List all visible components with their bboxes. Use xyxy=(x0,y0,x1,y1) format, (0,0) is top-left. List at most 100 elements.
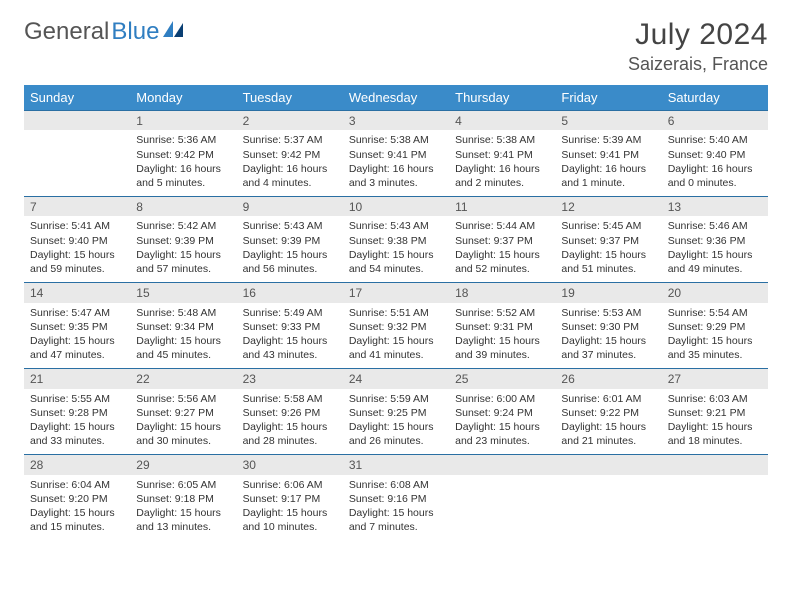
daylight-text-1: Daylight: 15 hours xyxy=(349,420,443,434)
sunset-text: Sunset: 9:28 PM xyxy=(30,406,124,420)
day-data-row: Sunrise: 5:55 AMSunset: 9:28 PMDaylight:… xyxy=(24,389,768,455)
sunset-text: Sunset: 9:42 PM xyxy=(243,148,337,162)
day-cell: Sunrise: 5:55 AMSunset: 9:28 PMDaylight:… xyxy=(24,389,130,455)
sunset-text: Sunset: 9:18 PM xyxy=(136,492,230,506)
daylight-text-1: Daylight: 15 hours xyxy=(243,506,337,520)
day-number xyxy=(24,111,130,131)
day-cell: Sunrise: 6:01 AMSunset: 9:22 PMDaylight:… xyxy=(555,389,661,455)
day-cell: Sunrise: 5:53 AMSunset: 9:30 PMDaylight:… xyxy=(555,303,661,369)
day-number: 6 xyxy=(662,111,768,131)
sunrise-text: Sunrise: 6:08 AM xyxy=(349,478,443,492)
day-cell: Sunrise: 5:56 AMSunset: 9:27 PMDaylight:… xyxy=(130,389,236,455)
sunrise-text: Sunrise: 5:51 AM xyxy=(349,306,443,320)
daylight-text-1: Daylight: 15 hours xyxy=(136,334,230,348)
sunset-text: Sunset: 9:33 PM xyxy=(243,320,337,334)
sunset-text: Sunset: 9:38 PM xyxy=(349,234,443,248)
daylight-text-1: Daylight: 15 hours xyxy=(243,248,337,262)
day-cell: Sunrise: 6:03 AMSunset: 9:21 PMDaylight:… xyxy=(662,389,768,455)
day-number: 1 xyxy=(130,111,236,131)
day-cell: Sunrise: 5:39 AMSunset: 9:41 PMDaylight:… xyxy=(555,130,661,196)
day-cell: Sunrise: 5:38 AMSunset: 9:41 PMDaylight:… xyxy=(343,130,449,196)
daylight-text-2: and 59 minutes. xyxy=(30,262,124,276)
day-number: 21 xyxy=(24,369,130,389)
daylight-text-2: and 3 minutes. xyxy=(349,176,443,190)
day-cell: Sunrise: 5:52 AMSunset: 9:31 PMDaylight:… xyxy=(449,303,555,369)
day-cell: Sunrise: 5:42 AMSunset: 9:39 PMDaylight:… xyxy=(130,216,236,282)
daylight-text-2: and 54 minutes. xyxy=(349,262,443,276)
day-number-row: 14151617181920 xyxy=(24,283,768,303)
sunrise-text: Sunrise: 5:38 AM xyxy=(455,133,549,147)
daylight-text-2: and 18 minutes. xyxy=(668,434,762,448)
day-number: 8 xyxy=(130,197,236,217)
weekday-header: Wednesday xyxy=(343,85,449,111)
sunset-text: Sunset: 9:40 PM xyxy=(30,234,124,248)
day-data-row: Sunrise: 5:47 AMSunset: 9:35 PMDaylight:… xyxy=(24,303,768,369)
weekday-header: Tuesday xyxy=(237,85,343,111)
day-number: 25 xyxy=(449,369,555,389)
daylight-text-2: and 30 minutes. xyxy=(136,434,230,448)
day-cell: Sunrise: 5:45 AMSunset: 9:37 PMDaylight:… xyxy=(555,216,661,282)
day-cell: Sunrise: 5:54 AMSunset: 9:29 PMDaylight:… xyxy=(662,303,768,369)
day-cell xyxy=(555,475,661,541)
day-cell xyxy=(662,475,768,541)
daylight-text-1: Daylight: 15 hours xyxy=(136,420,230,434)
day-cell: Sunrise: 5:59 AMSunset: 9:25 PMDaylight:… xyxy=(343,389,449,455)
daylight-text-2: and 45 minutes. xyxy=(136,348,230,362)
sunrise-text: Sunrise: 5:48 AM xyxy=(136,306,230,320)
day-cell: Sunrise: 6:05 AMSunset: 9:18 PMDaylight:… xyxy=(130,475,236,541)
day-number: 23 xyxy=(237,369,343,389)
daylight-text-1: Daylight: 15 hours xyxy=(349,334,443,348)
day-number-row: 123456 xyxy=(24,111,768,131)
sunrise-text: Sunrise: 5:42 AM xyxy=(136,219,230,233)
day-number: 24 xyxy=(343,369,449,389)
day-number: 22 xyxy=(130,369,236,389)
sunrise-text: Sunrise: 5:38 AM xyxy=(349,133,443,147)
daylight-text-2: and 37 minutes. xyxy=(561,348,655,362)
daylight-text-2: and 33 minutes. xyxy=(30,434,124,448)
day-number-row: 21222324252627 xyxy=(24,369,768,389)
sunrise-text: Sunrise: 5:43 AM xyxy=(349,219,443,233)
daylight-text-2: and 1 minute. xyxy=(561,176,655,190)
logo: GeneralBlue xyxy=(24,18,185,46)
sunrise-text: Sunrise: 5:45 AM xyxy=(561,219,655,233)
daylight-text-2: and 21 minutes. xyxy=(561,434,655,448)
page-header: GeneralBlue July 2024 Saizerais, France xyxy=(24,18,768,75)
day-data-row: Sunrise: 5:41 AMSunset: 9:40 PMDaylight:… xyxy=(24,216,768,282)
sunset-text: Sunset: 9:25 PM xyxy=(349,406,443,420)
sunrise-text: Sunrise: 5:36 AM xyxy=(136,133,230,147)
daylight-text-1: Daylight: 16 hours xyxy=(136,162,230,176)
day-number: 29 xyxy=(130,455,236,475)
day-cell: Sunrise: 5:48 AMSunset: 9:34 PMDaylight:… xyxy=(130,303,236,369)
daylight-text-1: Daylight: 15 hours xyxy=(561,420,655,434)
sunrise-text: Sunrise: 6:04 AM xyxy=(30,478,124,492)
sunset-text: Sunset: 9:42 PM xyxy=(136,148,230,162)
day-cell: Sunrise: 5:41 AMSunset: 9:40 PMDaylight:… xyxy=(24,216,130,282)
sunrise-text: Sunrise: 6:01 AM xyxy=(561,392,655,406)
month-title: July 2024 xyxy=(628,18,768,52)
daylight-text-2: and 2 minutes. xyxy=(455,176,549,190)
sunrise-text: Sunrise: 5:52 AM xyxy=(455,306,549,320)
daylight-text-1: Daylight: 15 hours xyxy=(30,248,124,262)
daylight-text-2: and 5 minutes. xyxy=(136,176,230,190)
daylight-text-2: and 26 minutes. xyxy=(349,434,443,448)
day-number: 15 xyxy=(130,283,236,303)
daylight-text-2: and 52 minutes. xyxy=(455,262,549,276)
sunset-text: Sunset: 9:39 PM xyxy=(243,234,337,248)
daylight-text-2: and 13 minutes. xyxy=(136,520,230,534)
day-number: 7 xyxy=(24,197,130,217)
daylight-text-2: and 41 minutes. xyxy=(349,348,443,362)
day-data-row: Sunrise: 5:36 AMSunset: 9:42 PMDaylight:… xyxy=(24,130,768,196)
day-cell xyxy=(24,130,130,196)
day-number: 31 xyxy=(343,455,449,475)
daylight-text-1: Daylight: 15 hours xyxy=(561,248,655,262)
weekday-header: Sunday xyxy=(24,85,130,111)
day-cell: Sunrise: 5:46 AMSunset: 9:36 PMDaylight:… xyxy=(662,216,768,282)
sunset-text: Sunset: 9:32 PM xyxy=(349,320,443,334)
sunrise-text: Sunrise: 5:41 AM xyxy=(30,219,124,233)
weekday-header: Thursday xyxy=(449,85,555,111)
calendar-table: Sunday Monday Tuesday Wednesday Thursday… xyxy=(24,85,768,540)
day-number: 20 xyxy=(662,283,768,303)
daylight-text-1: Daylight: 15 hours xyxy=(349,248,443,262)
day-cell: Sunrise: 5:47 AMSunset: 9:35 PMDaylight:… xyxy=(24,303,130,369)
daylight-text-1: Daylight: 16 hours xyxy=(561,162,655,176)
